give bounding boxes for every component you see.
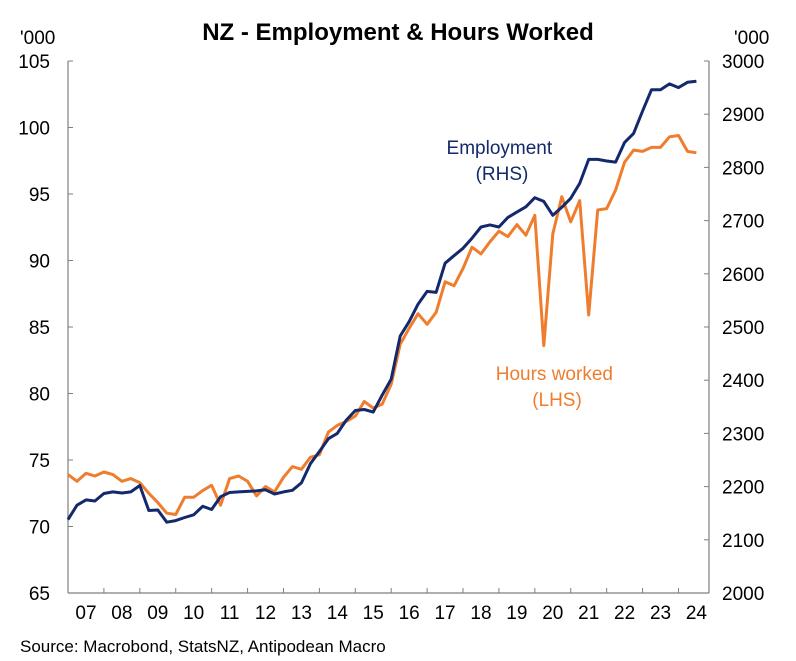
left-tick-label: 105 bbox=[18, 52, 50, 73]
left-axis-ticks: 65 70 75 80 85 90 95 100 105 bbox=[18, 52, 73, 605]
right-tick-label: 3000 bbox=[722, 52, 764, 73]
right-tick-label: 2900 bbox=[722, 105, 764, 126]
employment-series-label: Employment (RHS) bbox=[447, 138, 558, 185]
x-tick-label: 08 bbox=[111, 603, 132, 624]
x-tick-label: 14 bbox=[327, 603, 349, 624]
x-tick-label: 21 bbox=[578, 603, 599, 624]
chart-title: NZ - Employment & Hours Worked bbox=[202, 19, 594, 46]
hours-label-line-1: Hours worked bbox=[496, 364, 613, 385]
right-tick-label: 2000 bbox=[722, 584, 764, 605]
left-axis-unit: '000 bbox=[20, 28, 55, 49]
left-tick-label: 85 bbox=[29, 318, 50, 339]
right-tick-label: 2500 bbox=[722, 318, 764, 339]
x-axis-ticks: 07 08 09 10 11 12 13 14 15 16 17 18 19 20 21 22 23 24 bbox=[67, 588, 708, 624]
source-note: Source: Macrobond, StatsNZ, Antipodean M… bbox=[20, 637, 386, 656]
x-tick-label: 16 bbox=[399, 603, 420, 624]
right-tick-label: 2800 bbox=[722, 158, 764, 179]
employment-label-line-1: Employment bbox=[447, 138, 553, 159]
left-tick-label: 90 bbox=[29, 252, 50, 273]
x-tick-label: 15 bbox=[363, 603, 384, 624]
x-tick-label: 23 bbox=[650, 603, 671, 624]
x-tick-label: 09 bbox=[147, 603, 168, 624]
hours-worked-line bbox=[67, 134, 697, 516]
left-tick-label: 65 bbox=[29, 584, 50, 605]
left-tick-label: 95 bbox=[29, 185, 50, 206]
x-tick-label: 17 bbox=[434, 603, 455, 624]
left-tick-label: 100 bbox=[18, 119, 50, 140]
right-tick-label: 2100 bbox=[722, 531, 764, 552]
x-tick-label: 07 bbox=[75, 603, 96, 624]
right-tick-label: 2300 bbox=[722, 424, 764, 445]
hours-label-line-2: (LHS) bbox=[532, 390, 582, 411]
left-tick-label: 75 bbox=[29, 451, 50, 472]
right-axis-unit: '000 bbox=[734, 28, 769, 49]
x-tick-label: 10 bbox=[183, 603, 204, 624]
left-tick-label: 80 bbox=[29, 385, 50, 406]
left-tick-label: 70 bbox=[29, 518, 50, 539]
hours-worked-series-label: Hours worked (LHS) bbox=[496, 364, 619, 411]
x-tick-label: 24 bbox=[686, 603, 708, 624]
x-tick-label: 11 bbox=[220, 603, 240, 624]
x-tick-label: 19 bbox=[506, 603, 527, 624]
right-tick-label: 2200 bbox=[722, 478, 764, 499]
x-tick-label: 12 bbox=[255, 603, 276, 624]
right-tick-label: 2600 bbox=[722, 265, 764, 286]
right-tick-label: 2400 bbox=[722, 371, 764, 392]
x-tick-label: 18 bbox=[470, 603, 491, 624]
employment-line bbox=[66, 79, 697, 524]
right-axis-ticks: 2000 2100 2200 2300 2400 2500 2600 2700 2800 2900… bbox=[704, 52, 764, 605]
right-tick-label: 2700 bbox=[722, 212, 764, 233]
axes bbox=[67, 61, 710, 594]
x-tick-label: 22 bbox=[614, 603, 635, 624]
x-tick-label: 13 bbox=[291, 603, 312, 624]
employment-label-line-2: (RHS) bbox=[476, 164, 529, 185]
x-tick-label: 20 bbox=[542, 603, 563, 624]
